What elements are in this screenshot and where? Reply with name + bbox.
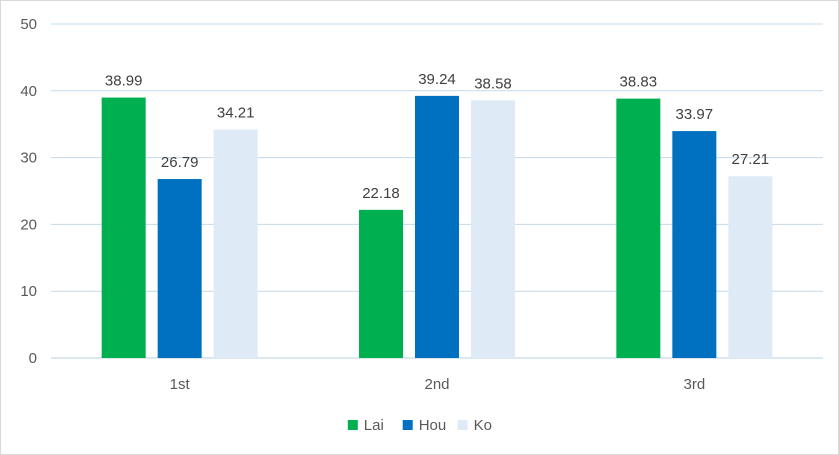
legend-swatch <box>347 420 358 430</box>
bar-lai-2nd <box>359 209 403 358</box>
x-tick-label: 3rd <box>683 376 705 393</box>
bar-hou-3rd <box>672 131 717 358</box>
data-label: 22.18 <box>362 185 400 202</box>
data-label: 38.83 <box>620 74 658 91</box>
bar-lai-1st <box>101 97 146 358</box>
y-tick-label: 50 <box>20 16 37 33</box>
bar-ko-2nd <box>471 100 515 359</box>
data-label: 26.79 <box>161 154 199 171</box>
legend-item-lai: Lai <box>347 417 384 434</box>
y-tick-label: 10 <box>20 283 37 300</box>
x-axis-ticks: 1st 2nd 3rd <box>170 376 706 393</box>
y-tick-label: 0 <box>29 350 37 367</box>
legend-label: Lai <box>364 417 384 434</box>
bar-ko-3rd <box>728 176 773 358</box>
data-label: 27.21 <box>732 151 770 168</box>
data-label: 38.99 <box>105 73 143 90</box>
y-tick-label: 40 <box>20 83 37 100</box>
legend-item-hou: Hou <box>402 417 447 434</box>
legend: Lai Hou Ko <box>347 417 492 434</box>
bar-hou-2nd <box>415 95 459 358</box>
x-tick-label: 2nd <box>424 376 449 393</box>
data-label: 34.21 <box>217 104 255 121</box>
data-label: 38.58 <box>474 75 512 92</box>
y-axis-ticks: 0 10 20 30 40 50 <box>20 16 37 367</box>
bars <box>101 95 773 359</box>
bar-hou-1st <box>157 179 202 358</box>
y-tick-label: 30 <box>20 150 37 167</box>
y-tick-label: 20 <box>20 216 37 233</box>
legend-item-ko: Ko <box>457 417 492 434</box>
legend-label: Hou <box>419 417 447 434</box>
data-label: 39.24 <box>418 71 456 88</box>
x-tick-label: 1st <box>170 376 191 393</box>
data-labels: 38.99 26.79 34.21 22.18 39.24 38.58 38.83 33.97… <box>105 71 769 202</box>
bar-ko-1st <box>213 129 258 358</box>
legend-label: Ko <box>474 417 492 434</box>
data-label: 33.97 <box>676 106 714 123</box>
legend-swatch <box>402 420 413 430</box>
bar-lai-3rd <box>616 98 661 358</box>
legend-swatch <box>457 420 468 430</box>
